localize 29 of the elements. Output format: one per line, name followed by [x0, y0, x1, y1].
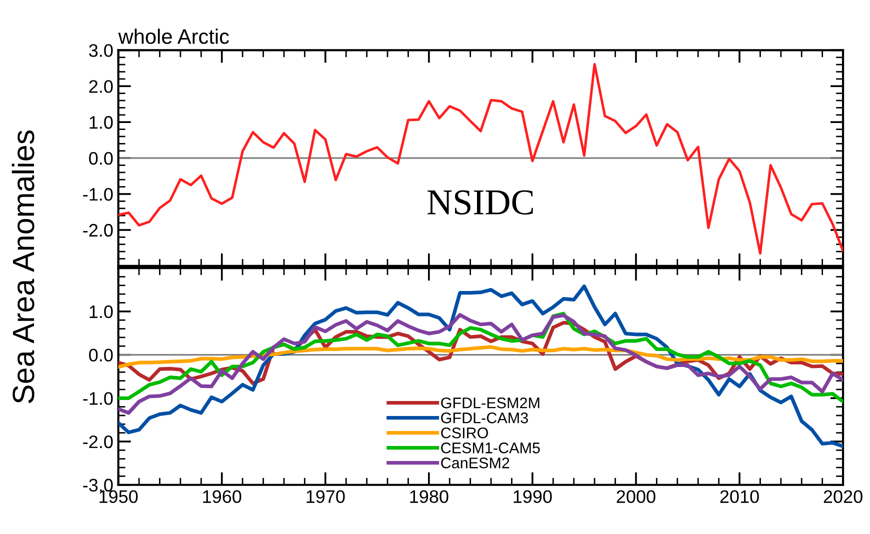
line-series	[118, 345, 844, 369]
x-tick-label: 1950	[100, 490, 138, 503]
legend-label: GFDL-ESM2M	[441, 398, 540, 408]
x-tick-label: 1990	[514, 490, 552, 503]
legend-label: GFDL-CAM3	[441, 412, 528, 424]
legend-label: CSIRO	[441, 428, 488, 438]
x-tick-label: 1980	[410, 490, 448, 503]
y-axis-title: Sea Area Anomalies	[12, 130, 34, 404]
y-tick-label: -2.0	[83, 435, 113, 448]
y-tick-label: 3.0	[89, 44, 113, 57]
chart-title: whole Arctic	[118, 28, 229, 44]
y-tick-label: 1.0	[90, 116, 113, 129]
legend-label: CESM1-CAM5	[441, 442, 540, 454]
y-tick-label: -3.0	[83, 478, 113, 492]
y-tick-label: -1.0	[83, 188, 113, 201]
legend-label: CanESM2	[441, 458, 510, 468]
y-tick-label: -2.0	[83, 224, 113, 237]
annotation: NSIDC	[428, 190, 533, 215]
y-tick-label: 0.0	[89, 152, 113, 165]
x-tick-label: 2020	[824, 490, 862, 503]
x-tick-label: 1960	[203, 490, 242, 503]
y-tick-label: 1.0	[90, 305, 113, 318]
x-tick-label: 1970	[306, 490, 345, 503]
y-tick-label: 2.0	[89, 80, 113, 93]
x-tick-label: 2010	[720, 490, 759, 503]
line-series	[118, 62, 844, 255]
y-tick-label: -1.0	[83, 392, 113, 405]
x-tick-label: 2000	[616, 490, 656, 503]
y-tick-label: 0.0	[89, 348, 113, 362]
